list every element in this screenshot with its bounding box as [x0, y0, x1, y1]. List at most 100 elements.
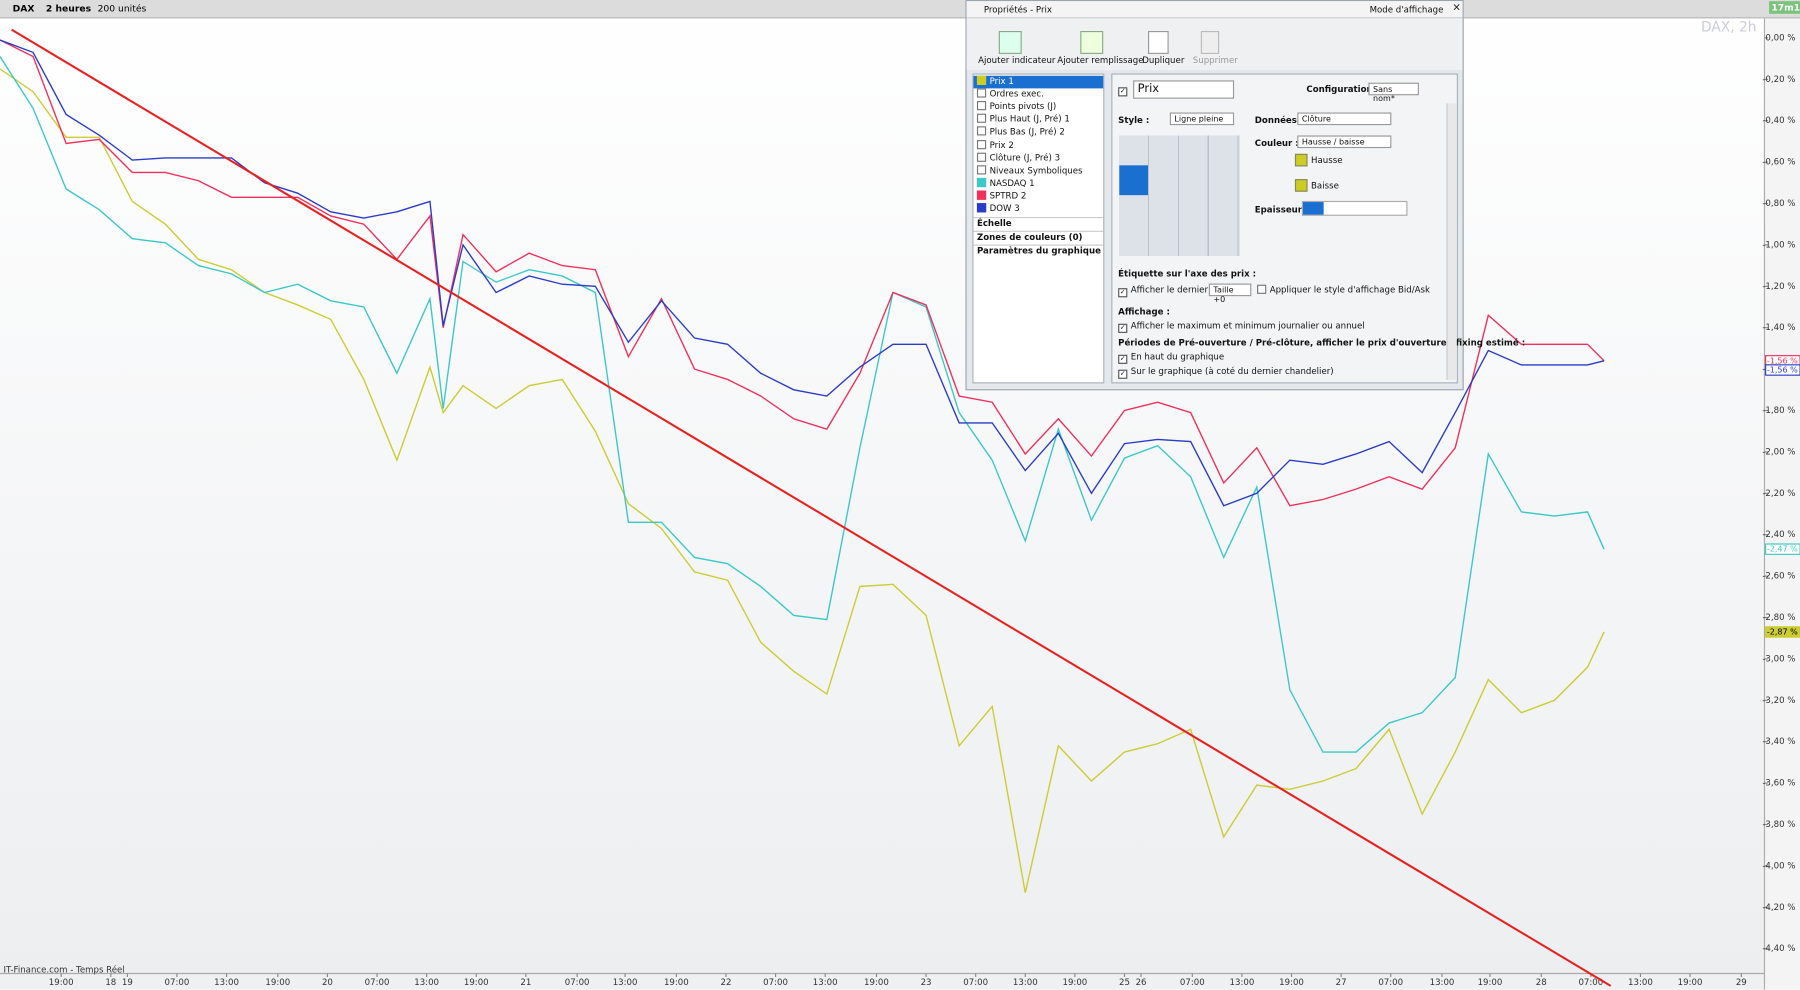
last-value-label: -2,87 %: [1767, 627, 1798, 636]
display-mode[interactable]: Mode d'affichage: [1369, 4, 1444, 15]
up-swatch[interactable]: [1294, 153, 1308, 167]
y-tick-label: -3,00 %: [1762, 654, 1795, 664]
x-tick-label: 07:00: [1378, 978, 1403, 988]
list-item[interactable]: Plus Haut (J, Pré) 1: [974, 113, 1104, 127]
x-tick-label: 19:00: [864, 978, 889, 988]
plot: 0,00 % -0,20 % -0,40 % -0,60 % -0,80 % -1,00 …: [0, 28, 1800, 988]
close-button[interactable]: ×: [1452, 2, 1461, 14]
y-tick-label: -1,80 %: [1762, 406, 1795, 416]
list-item[interactable]: NASDAQ 1: [974, 177, 1104, 191]
item-label: NASDAQ 1: [989, 177, 1035, 189]
list-item[interactable]: Ordres exec.: [974, 88, 1104, 102]
x-tick-label: 19:00: [49, 978, 74, 988]
label: Appliquer le style d'affichage Bid/Ask: [1269, 284, 1431, 296]
checkbox[interactable]: ✓: [1118, 288, 1128, 298]
x-tick-label: 13:00: [813, 978, 838, 988]
icon: [1080, 30, 1104, 54]
x-tick-label: 07:00: [1578, 978, 1603, 988]
toolbar: DAX 2 heures 200 unités 17m18s: [0, 0, 1800, 19]
checkbox[interactable]: ✓: [1118, 354, 1128, 364]
section[interactable]: Échelle: [973, 216, 1104, 230]
list-item[interactable]: Prix 2: [974, 139, 1104, 152]
label: En haut du graphique: [1130, 351, 1225, 362]
checkbox[interactable]: ✓: [1118, 323, 1128, 333]
swatch: [976, 190, 987, 200]
y-tick-label: -1,20 %: [1762, 282, 1795, 292]
timer: 17m18s: [1769, 1, 1800, 14]
item-label: Clôture (J, Pré) 3: [989, 152, 1061, 163]
width-picker[interactable]: [1301, 200, 1408, 216]
label: Configuration :: [1306, 83, 1380, 95]
x-tick-label: 18: [105, 978, 116, 988]
item-label: Points pivots (J): [989, 101, 1057, 112]
checkbox[interactable]: [1257, 284, 1267, 294]
color-select[interactable]: Hausse / baisse: [1297, 135, 1392, 149]
x-axis-band: [0, 973, 1765, 990]
y-tick-label: -1,40 %: [1762, 323, 1795, 333]
x-tick-label: 07:00: [763, 978, 788, 988]
swatch: [976, 152, 987, 162]
series-line: [0, 39, 1605, 507]
dialog-titlebar: [966, 1, 1463, 19]
y-tick-label: -3,20 %: [1762, 696, 1795, 706]
list-item[interactable]: Plus Bas (J, Pré) 2: [974, 126, 1104, 140]
y-tick-label: -0,60 %: [1762, 158, 1795, 168]
scrollbar[interactable]: [1446, 103, 1457, 380]
x-tick-label: 20: [322, 978, 333, 988]
config-select[interactable]: Sans nom*: [1368, 82, 1419, 103]
y-tick-label: -4,40 %: [1762, 944, 1795, 954]
down-swatch[interactable]: [1294, 179, 1308, 192]
series-line: [0, 39, 1605, 507]
button[interactable]: Ajouter indicateur: [978, 55, 1056, 66]
x-tick-label: 25: [1119, 978, 1130, 988]
size-select[interactable]: Taille +0: [1208, 283, 1252, 304]
checkbox[interactable]: ✓: [1118, 369, 1128, 379]
list-item[interactable]: Niveaux Symboliques: [974, 164, 1104, 178]
button: Supprimer: [1192, 55, 1238, 66]
list-item[interactable]: DOW 3: [974, 203, 1104, 216]
section[interactable]: Paramètres du graphique: [973, 244, 1104, 258]
swatch: [976, 113, 987, 124]
list-item[interactable]: Prix 1: [973, 75, 1104, 89]
section[interactable]: Zones de couleurs (0): [973, 230, 1104, 244]
item-list: Prix 1 Ordres exec. Points pivots (J) Plus …: [972, 73, 1105, 384]
y-tick-label: -1,00 %: [1762, 240, 1795, 250]
x-tick-label: 13:00: [214, 978, 239, 988]
swatch: [976, 88, 987, 98]
list-item[interactable]: Clôture (J, Pré) 3: [974, 152, 1104, 165]
list-item[interactable]: SPTRD 2: [974, 190, 1104, 203]
last-value-label: -2,47 %: [1767, 545, 1798, 554]
style-grid[interactable]: [1119, 135, 1240, 257]
button[interactable]: Ajouter remplissage: [1057, 55, 1144, 66]
y-tick-label: -3,40 %: [1762, 737, 1795, 747]
label: Afficher le maximum et minimum journalie…: [1130, 320, 1365, 331]
watermark: DAX, 2h: [1701, 20, 1756, 36]
y-tick-label: 0,00 %: [1765, 33, 1795, 43]
button[interactable]: Dupliquer: [1142, 55, 1185, 66]
series-line: [0, 68, 1605, 893]
item-label: Niveaux Symboliques: [989, 164, 1083, 176]
icon: [1200, 30, 1220, 54]
style-select[interactable]: Ligne pleine: [1169, 112, 1235, 126]
period[interactable]: 2 heures: [45, 3, 92, 14]
name-field[interactable]: Prix: [1133, 80, 1235, 99]
list-item[interactable]: Points pivots (J): [974, 101, 1104, 114]
checkbox[interactable]: ✓: [1118, 87, 1128, 97]
y-tick-label: -0,40 %: [1762, 116, 1795, 126]
x-tick-label: 07:00: [565, 978, 590, 988]
section-title: Affichage :: [1118, 306, 1170, 317]
x-tick-label: 19:00: [1478, 978, 1503, 988]
label: Epaisseur :: [1254, 204, 1309, 215]
y-tick-label: -0,20 %: [1762, 75, 1795, 85]
symbol[interactable]: DAX: [12, 3, 35, 14]
units[interactable]: 200 unités: [97, 3, 147, 14]
x-tick-label: 07:00: [165, 978, 190, 988]
footer: IT-Finance.com - Temps Réel: [3, 965, 124, 976]
trendline: [11, 28, 1612, 987]
x-tick-label: 13:00: [613, 978, 638, 988]
swatch: [976, 203, 987, 213]
data-select[interactable]: Clôture: [1297, 112, 1392, 126]
last-value-box: [1765, 626, 1800, 638]
